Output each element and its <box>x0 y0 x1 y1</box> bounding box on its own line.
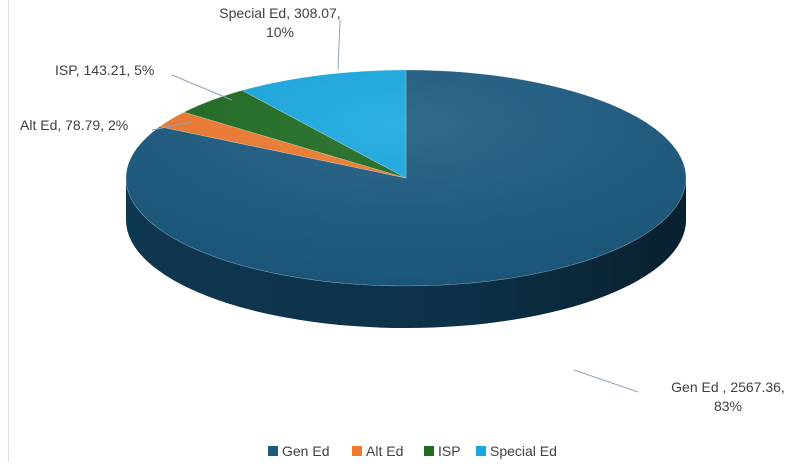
leader-line-special-ed <box>337 19 341 71</box>
pie-slices <box>125 69 687 287</box>
legend-swatch-alt-ed <box>352 446 362 456</box>
data-label-special-ed: Special Ed, 308.07, 10% <box>219 5 340 40</box>
frame-border <box>8 0 9 462</box>
legend-item-isp[interactable]: ISP <box>424 443 461 459</box>
legend-swatch-gen-ed <box>268 446 278 456</box>
leader-line-gen-ed <box>573 369 639 393</box>
legend-item-alt-ed[interactable]: Alt Ed <box>352 443 403 459</box>
legend-label-isp: ISP <box>438 443 461 459</box>
legend-label-gen-ed: Gen Ed <box>282 443 329 459</box>
legend-item-special-ed[interactable]: Special Ed <box>476 443 557 459</box>
data-labels: Gen Ed , 2567.36, 83% Alt Ed, 78.79, 2% ISP… <box>20 5 785 414</box>
leader-line-isp <box>171 74 233 101</box>
leader-lines <box>151 19 639 393</box>
legend-label-alt-ed: Alt Ed <box>366 443 403 459</box>
pie-sides <box>126 178 686 328</box>
data-label-isp: ISP, 143.21, 5% <box>55 62 154 78</box>
pie-side-gen-ed-shade <box>126 178 686 328</box>
legend-swatch-special-ed <box>476 446 486 456</box>
legend-item-gen-ed[interactable]: Gen Ed <box>268 443 329 459</box>
data-label-alt-ed: Alt Ed, 78.79, 2% <box>20 117 128 133</box>
data-label-gen-ed: Gen Ed , 2567.36, 83% <box>671 379 785 414</box>
legend-swatch-isp <box>424 446 434 456</box>
legend: Gen Ed Alt Ed ISP Special Ed <box>268 443 557 459</box>
legend-label-special-ed: Special Ed <box>490 443 557 459</box>
leader-line-alt-ed <box>151 121 193 131</box>
